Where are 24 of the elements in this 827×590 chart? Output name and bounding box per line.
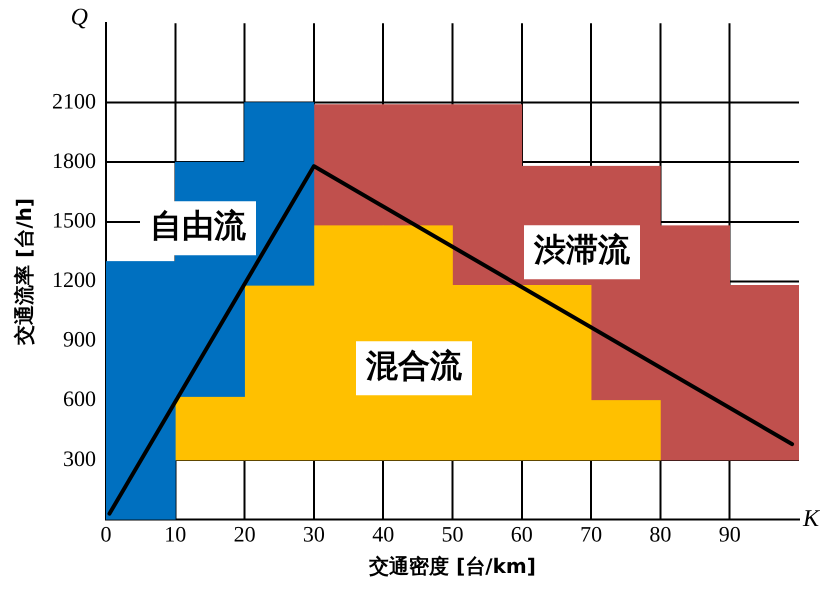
x-tick-label: 30 [302, 522, 325, 547]
series-label: 渋滞流 [533, 230, 631, 269]
x-tick-label: 20 [234, 522, 256, 547]
text: Q [70, 4, 88, 30]
y-tick-label: 600 [63, 386, 96, 412]
y-tick-label: 300 [63, 446, 96, 471]
y-tick-label: 1200 [52, 267, 96, 292]
x-axis-title: 交通密度 [台/km] [368, 554, 536, 578]
y-tick-label: 2100 [52, 88, 96, 114]
x-tick-label: 70 [580, 522, 602, 547]
series-label: 混合流 [365, 346, 463, 385]
x-tick-label: 50 [442, 522, 464, 547]
x-tick-label: 40 [372, 522, 394, 547]
y-tick-label: 1500 [52, 208, 96, 233]
y-axis-title: 交通流率 [台/h] [12, 198, 36, 346]
series-label: 自由流 [150, 206, 247, 245]
x-tick-label: 60 [510, 522, 533, 547]
text: K [802, 506, 821, 532]
y-tick-label: 900 [63, 326, 96, 352]
x-tick-label: 90 [718, 522, 741, 547]
x-tick-label: 10 [164, 522, 186, 547]
y-tick-label: 1800 [52, 148, 96, 173]
x-tick-label: 80 [649, 522, 672, 547]
x-tick-label: 0 [100, 522, 112, 547]
